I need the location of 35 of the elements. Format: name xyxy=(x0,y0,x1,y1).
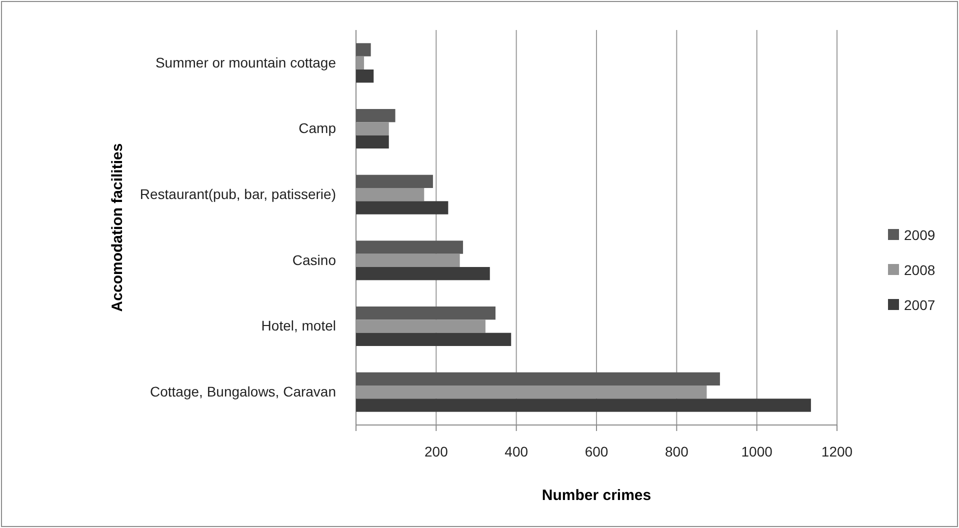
bar xyxy=(356,398,811,412)
x-tick-label: 600 xyxy=(584,443,608,460)
bar xyxy=(356,174,433,188)
bar xyxy=(356,188,424,202)
x-tick-label: 1200 xyxy=(821,443,853,460)
bar xyxy=(356,254,460,267)
x-axis-title: Number crimes xyxy=(542,487,652,504)
bar xyxy=(356,70,374,83)
legend-label: 2007 xyxy=(904,297,936,313)
y-tick-label: Restaurant(pub, bar, patisserie) xyxy=(140,186,336,202)
y-tick-label: Cottage, Bungalows, Caravan xyxy=(150,384,336,400)
bar xyxy=(356,122,389,136)
x-tick-label: 200 xyxy=(424,443,448,460)
x-tick-label: 800 xyxy=(664,443,689,460)
bar xyxy=(356,306,496,320)
bar xyxy=(356,201,448,214)
bar xyxy=(356,332,512,346)
bar xyxy=(356,43,371,56)
bar xyxy=(356,109,396,122)
x-tick-label: 400 xyxy=(504,443,528,460)
legend-label: 2008 xyxy=(904,262,936,278)
bar xyxy=(356,135,389,148)
y-axis-title: Accomodation facilities xyxy=(109,143,126,312)
legend-label: 2009 xyxy=(904,227,936,243)
x-tick-label: 1000 xyxy=(741,443,773,460)
y-tick-label: Hotel, motel xyxy=(261,318,336,334)
bar xyxy=(356,372,720,386)
y-tick-label: Casino xyxy=(292,252,336,268)
bar xyxy=(356,386,707,399)
bar xyxy=(356,320,486,333)
bar xyxy=(356,56,364,70)
bar xyxy=(356,240,464,254)
bar xyxy=(356,267,490,280)
y-tick-label: Summer or mountain cottage xyxy=(155,54,336,70)
y-tick-label: Camp xyxy=(298,120,336,136)
